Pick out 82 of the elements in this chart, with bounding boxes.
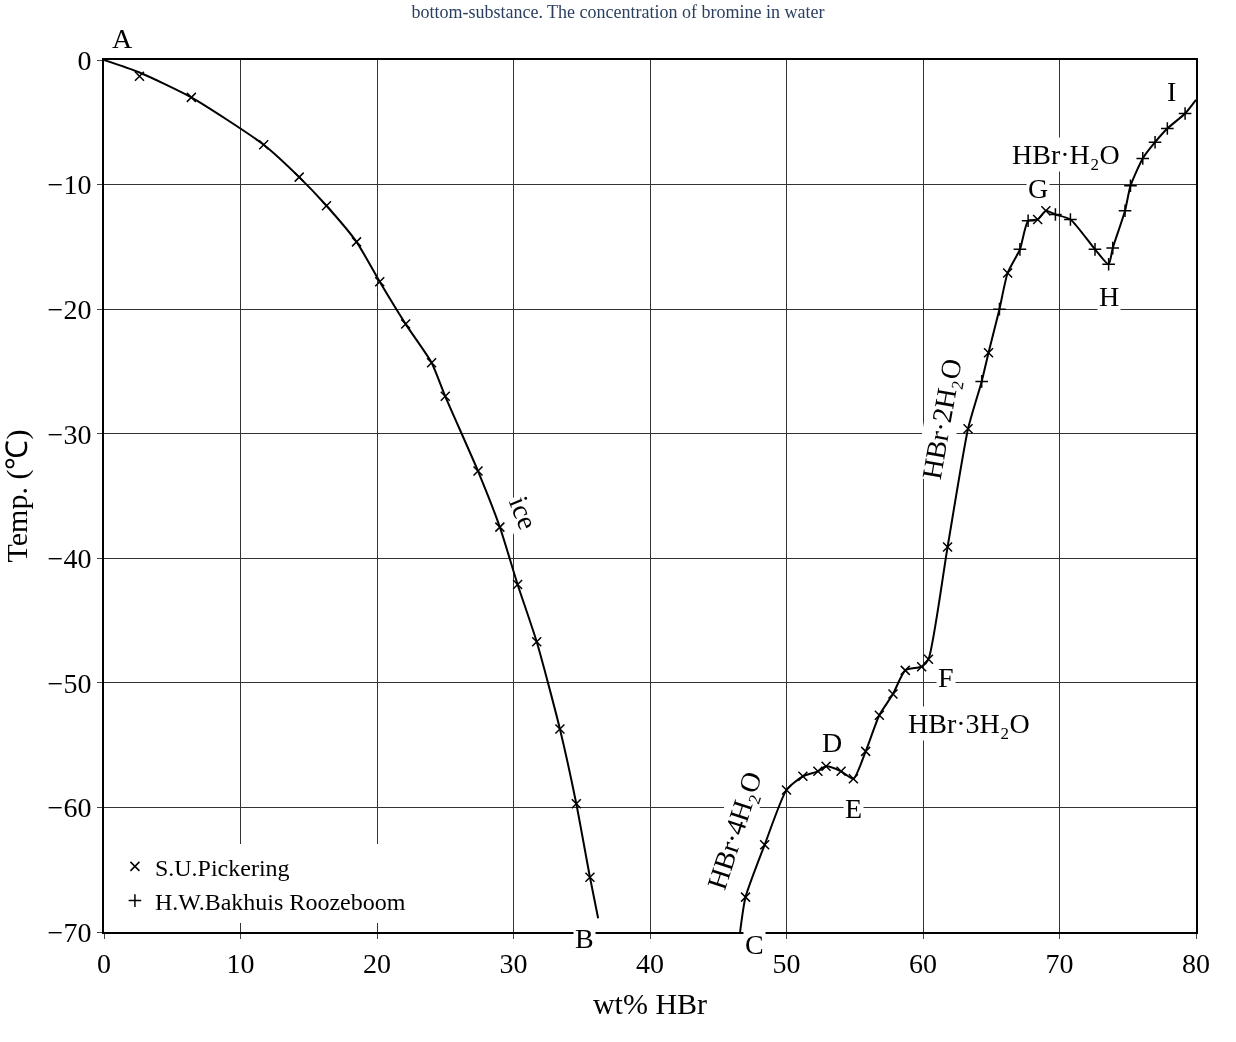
y-tick-label: −70 [47,916,92,948]
point [186,92,197,103]
x-tick-label: 60 [909,947,937,979]
y-tick-label: −50 [47,667,92,699]
point [1117,203,1133,218]
point [923,653,934,665]
y-tick-label: −40 [47,543,92,575]
point [942,541,953,553]
x-tick-label: 30 [499,947,528,979]
point [426,357,437,368]
point [900,665,911,676]
point [554,723,566,735]
point [1148,135,1163,150]
y-tick-label: −20 [47,293,92,325]
point [1135,151,1150,166]
point [584,871,596,883]
annotation: C [745,929,764,960]
annotation: H [1099,281,1120,312]
x-tick-label: 10 [226,947,255,979]
point [321,200,332,211]
point [860,746,871,757]
annotation: ice [502,491,544,534]
point [974,374,989,389]
point [134,70,145,82]
annotation: HBr·3H₂O [908,708,1030,739]
point [1002,267,1013,279]
x-tick-label: 50 [772,947,801,979]
point [1012,242,1027,257]
x-axis-title: wt% HBr [592,986,708,1020]
annotation: E [845,793,863,824]
point [1021,213,1036,228]
point [781,784,792,796]
y-tick-label: −60 [47,792,92,824]
point [1123,178,1138,193]
point [472,465,484,477]
annotation: D [822,727,843,758]
annotation: G [1028,173,1049,204]
point [1032,214,1043,225]
point [1160,121,1175,136]
point [740,891,751,903]
point [494,521,506,533]
point [1063,212,1078,227]
point [571,798,582,809]
point [848,773,859,785]
x-tick-label: 40 [636,947,664,979]
point [512,579,523,590]
annotation: F [938,662,954,693]
point [820,761,832,772]
point [916,661,927,672]
point [374,276,385,287]
point [293,171,305,183]
point [874,710,885,721]
x-tick-label: 70 [1045,947,1074,979]
point [1101,257,1116,272]
y-tick-label: −30 [47,418,92,450]
point [812,766,824,777]
annotation: I [1167,76,1177,107]
annotation: HBr·H₂O [1012,139,1120,170]
annotation: A [112,23,133,54]
x-tick-label: 80 [1182,947,1210,979]
chart-title: bottom-substance. The concentration of bromine in water [411,1,825,22]
annotation: HBr·2H₂O [915,356,968,482]
legend-label: H.W.Bakhuis Roozeboom [154,888,406,915]
point [887,688,899,700]
legend-label: S.U.Pickering [154,854,290,881]
y-axis-title: Temp. (℃) [0,429,34,563]
point [531,636,542,647]
y-tick-label: −10 [47,169,92,201]
point [1178,106,1193,121]
point [1105,241,1120,256]
annotation: B [575,923,594,954]
point [351,236,362,248]
point [258,139,269,150]
point [983,347,994,358]
y-tick-label: 0 [77,44,92,76]
point [1087,242,1103,257]
point [835,766,847,777]
point [400,318,411,330]
point [797,771,809,782]
point [992,302,1007,317]
x-tick-label: 20 [363,947,391,979]
point [440,391,451,402]
